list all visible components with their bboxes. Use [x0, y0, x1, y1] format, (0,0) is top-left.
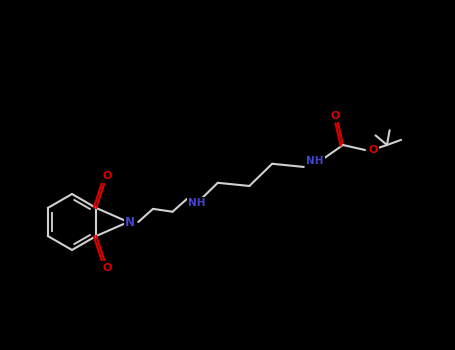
Text: NH: NH [188, 198, 206, 208]
Text: O: O [102, 262, 111, 273]
Text: O: O [102, 172, 111, 181]
Text: N: N [125, 216, 135, 229]
Text: O: O [330, 111, 340, 121]
Text: NH: NH [306, 156, 324, 166]
Text: O: O [368, 145, 378, 155]
